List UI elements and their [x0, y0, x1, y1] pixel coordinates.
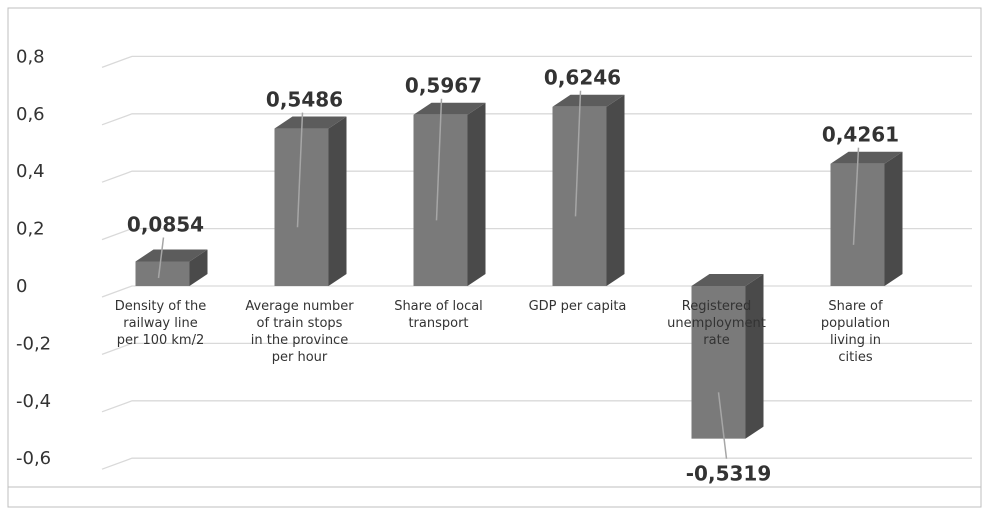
leader-line [574, 90, 582, 217]
leader-line [435, 98, 443, 221]
y-tick-label: -0,4 [16, 391, 51, 412]
gridline [101, 227, 972, 241]
y-tick-label: 0,4 [16, 161, 45, 182]
chart-frame [7, 7, 982, 508]
y-axis-tick-labels: 0,8 0,6 0,4 0,2 0 -0,2 -0,4 -0,6 [16, 46, 51, 469]
gridline [101, 113, 972, 126]
bar [413, 102, 486, 286]
y-tick-label: 0 [16, 276, 27, 297]
data-label: -0,5319 [686, 462, 771, 486]
category-labels: Density of the railway line per 100 km/2 Av… [115, 299, 890, 365]
y-tick-label: -0,6 [16, 448, 51, 469]
leader-line [157, 237, 165, 279]
gridline [101, 170, 972, 183]
gridline [101, 55, 972, 69]
bar [274, 116, 347, 286]
bar-side [467, 102, 486, 286]
leader-line [717, 392, 728, 459]
category-label: Average number of train stops in the provi… [245, 299, 354, 365]
bar-side [884, 151, 903, 286]
bar-side [745, 274, 764, 439]
y-tick-label: 0,8 [16, 46, 45, 67]
gridlines [101, 55, 972, 470]
data-label: 0,5967 [405, 74, 482, 98]
bar-top [691, 274, 764, 286]
data-label: 0,4261 [822, 123, 899, 147]
gridline [101, 457, 972, 470]
bar [135, 249, 208, 286]
bar-top [552, 94, 625, 107]
leader-line [852, 147, 860, 245]
bar-top [135, 249, 208, 262]
bar-side [328, 116, 347, 286]
bar-top [830, 151, 903, 164]
gridline [101, 285, 972, 298]
y-tick-label: 0,2 [16, 219, 45, 240]
bar-top [413, 102, 486, 115]
y-tick-label: -0,2 [16, 333, 51, 354]
bar [830, 151, 903, 286]
gridline [101, 400, 972, 413]
category-label: Share of population living in cities [821, 299, 890, 365]
data-label: 0,6246 [544, 66, 621, 90]
category-label: Registered unemployment rate [667, 299, 766, 348]
plot-border [7, 7, 982, 508]
bar-top [274, 116, 347, 129]
leader-line [296, 112, 304, 228]
category-label: GDP per capita [529, 299, 627, 314]
bar-front [830, 163, 885, 286]
bars [135, 94, 903, 439]
y-tick-label: 0,6 [16, 104, 45, 125]
bar-side [606, 94, 625, 286]
bar [691, 274, 764, 439]
bar [552, 94, 625, 286]
bar-front [413, 114, 468, 286]
data-label: 0,5486 [266, 88, 343, 112]
category-label: Density of the railway line per 100 km/2 [115, 299, 207, 348]
bar-front [691, 286, 746, 439]
data-labels: 0,0854 0,5486 0,5967 0,6246 -0,5319 0,4261 [127, 66, 899, 486]
category-label: Share of local transport [394, 299, 483, 331]
bar-front [274, 128, 329, 286]
bar-front [135, 261, 190, 286]
bar-front [552, 106, 607, 286]
bar-side [189, 249, 208, 286]
data-label: 0,0854 [127, 212, 204, 236]
